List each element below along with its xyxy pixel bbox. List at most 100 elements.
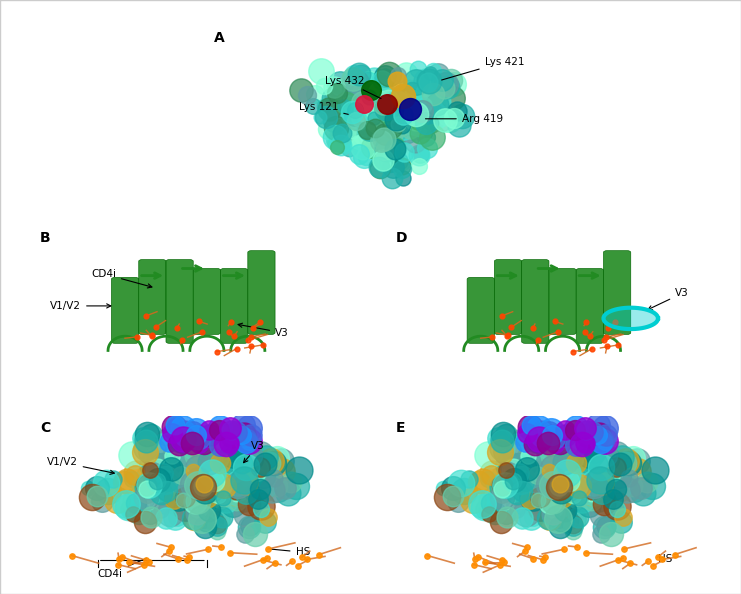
Point bbox=[616, 453, 628, 462]
Point bbox=[222, 465, 233, 475]
Point bbox=[551, 503, 562, 512]
Point bbox=[556, 501, 568, 511]
Point bbox=[645, 482, 657, 491]
Point bbox=[152, 465, 164, 474]
Point bbox=[398, 147, 410, 157]
Point bbox=[479, 504, 491, 514]
Point bbox=[448, 79, 460, 89]
Point bbox=[511, 462, 523, 471]
Point bbox=[243, 423, 255, 432]
Point bbox=[241, 434, 253, 443]
Point bbox=[570, 422, 582, 432]
Point bbox=[528, 462, 540, 471]
Point bbox=[367, 143, 379, 152]
Point bbox=[531, 470, 543, 479]
Point bbox=[165, 465, 177, 474]
Point bbox=[400, 69, 412, 79]
Point bbox=[375, 137, 387, 146]
Point bbox=[486, 497, 498, 506]
Point bbox=[199, 486, 211, 495]
Point bbox=[505, 475, 516, 485]
Point bbox=[232, 479, 244, 488]
Point bbox=[575, 462, 587, 472]
Point bbox=[413, 78, 425, 88]
Point bbox=[549, 491, 561, 501]
Point bbox=[167, 462, 179, 471]
Point bbox=[386, 124, 398, 133]
Point bbox=[214, 478, 226, 488]
Point bbox=[406, 92, 418, 102]
Point bbox=[193, 491, 205, 501]
Point bbox=[233, 484, 245, 493]
FancyBboxPatch shape bbox=[247, 251, 275, 334]
Point bbox=[172, 469, 184, 479]
Point bbox=[179, 504, 190, 514]
Point bbox=[179, 431, 191, 441]
Point bbox=[560, 430, 572, 440]
Point bbox=[211, 527, 223, 536]
Point bbox=[244, 476, 256, 486]
Point bbox=[610, 484, 622, 494]
Point bbox=[329, 115, 341, 124]
Point bbox=[559, 476, 571, 486]
Point bbox=[615, 488, 627, 498]
Point bbox=[328, 93, 339, 102]
Point bbox=[564, 476, 576, 486]
Point bbox=[413, 150, 425, 160]
Point bbox=[601, 342, 613, 351]
Point bbox=[525, 450, 537, 460]
Point bbox=[519, 546, 531, 556]
Point bbox=[189, 498, 201, 507]
Point bbox=[516, 486, 528, 496]
Point bbox=[608, 503, 620, 513]
Point bbox=[126, 450, 138, 460]
Point bbox=[190, 497, 202, 507]
Point bbox=[320, 113, 332, 122]
Point bbox=[599, 436, 611, 446]
Point bbox=[173, 440, 185, 449]
Point bbox=[255, 448, 267, 457]
Text: Arg 419: Arg 419 bbox=[425, 114, 503, 124]
Point bbox=[187, 513, 199, 523]
Point bbox=[379, 71, 391, 80]
Point bbox=[192, 473, 204, 483]
Point bbox=[372, 116, 384, 125]
Point bbox=[344, 110, 356, 119]
Point bbox=[511, 488, 523, 498]
Point bbox=[359, 118, 371, 128]
Point bbox=[166, 428, 178, 438]
Point bbox=[512, 472, 524, 482]
Point bbox=[545, 511, 557, 520]
Point bbox=[468, 560, 480, 570]
Point bbox=[314, 112, 326, 122]
Point bbox=[585, 462, 597, 471]
Point bbox=[230, 427, 242, 437]
Point bbox=[175, 476, 187, 485]
Point bbox=[505, 478, 517, 488]
Point bbox=[561, 488, 573, 497]
Point bbox=[501, 513, 513, 522]
Point bbox=[239, 529, 251, 539]
Point bbox=[456, 111, 468, 121]
Point bbox=[231, 456, 243, 465]
Point bbox=[223, 489, 235, 498]
Point bbox=[567, 527, 579, 536]
Point bbox=[100, 479, 112, 488]
Point bbox=[422, 77, 433, 87]
Point bbox=[139, 470, 151, 480]
Point bbox=[193, 475, 205, 484]
Point bbox=[444, 116, 456, 125]
Point bbox=[247, 487, 259, 497]
Point bbox=[528, 499, 540, 508]
Point bbox=[197, 482, 209, 491]
Point bbox=[545, 486, 556, 495]
Point bbox=[214, 422, 226, 432]
Point bbox=[392, 119, 404, 128]
Point bbox=[188, 514, 200, 523]
Point bbox=[245, 522, 256, 531]
Point bbox=[158, 441, 170, 451]
Point bbox=[259, 459, 270, 469]
Point bbox=[522, 428, 534, 438]
Point bbox=[413, 162, 425, 171]
Point bbox=[197, 446, 209, 456]
